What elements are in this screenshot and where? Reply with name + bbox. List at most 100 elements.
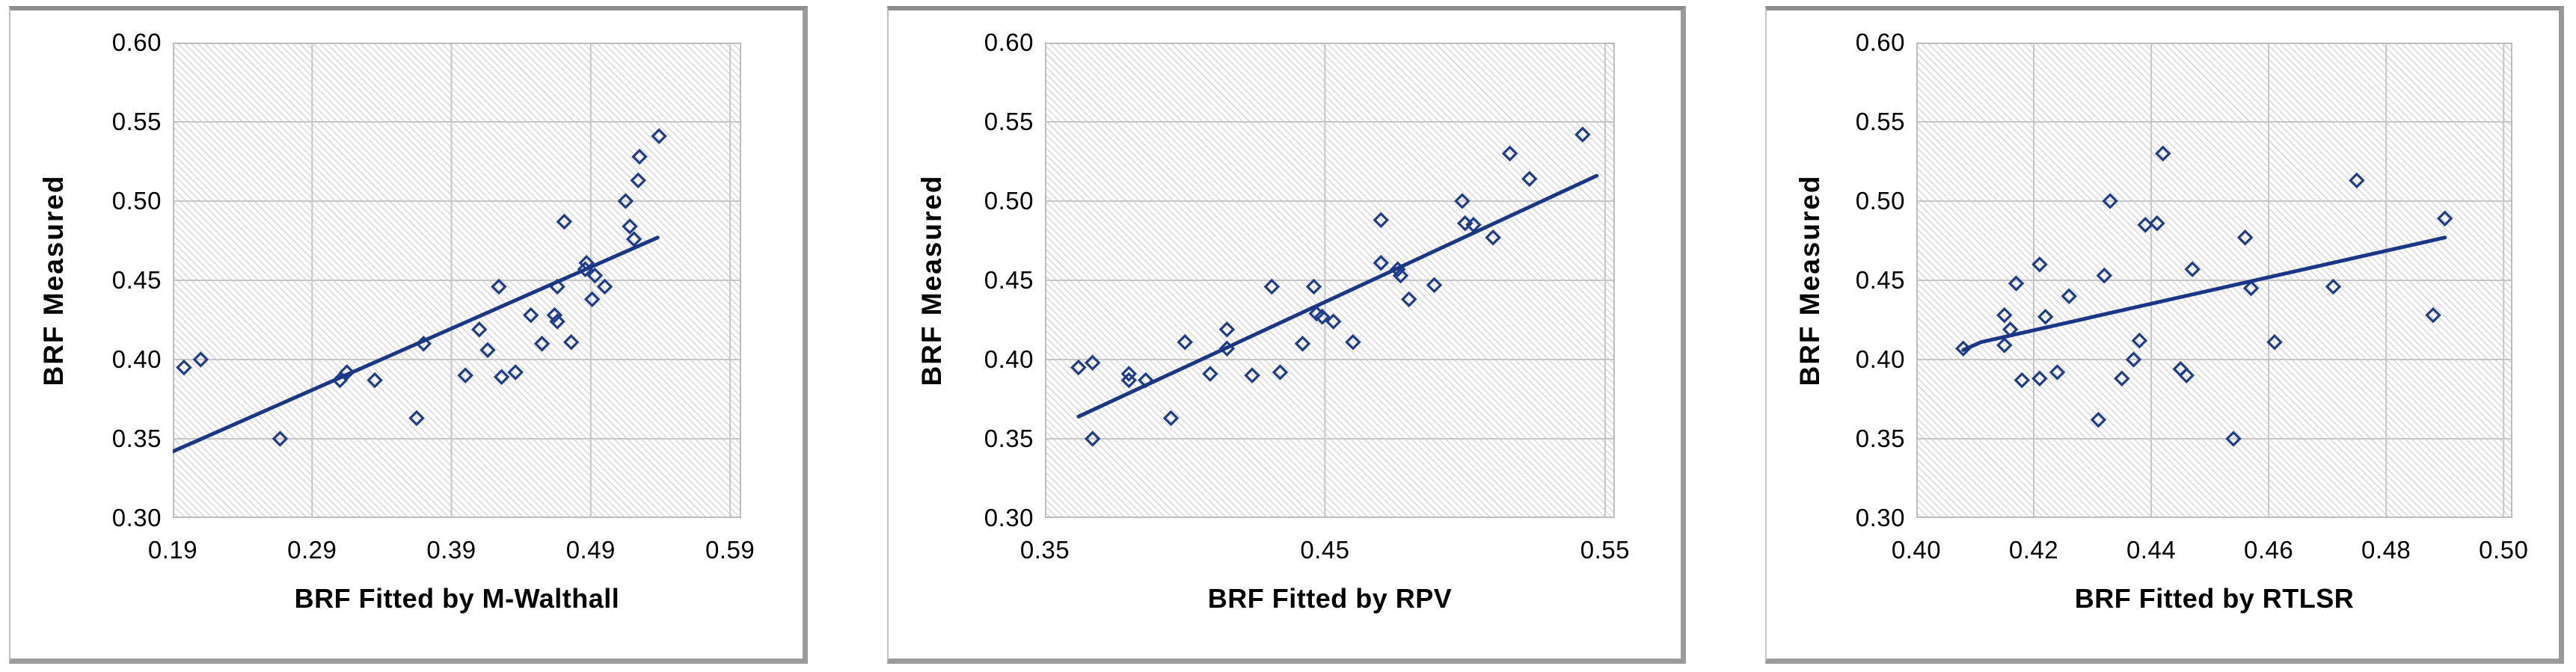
data-point-marker [1294, 336, 1311, 352]
data-point-marker [2325, 278, 2342, 295]
x-axis-title: BRF Fitted by RTLSR [2074, 583, 2355, 614]
data-point-marker [546, 306, 563, 324]
data-point-marker [1263, 278, 1281, 295]
data-point-marker [1084, 431, 1101, 447]
y-tick-label: 0.35 [984, 425, 1034, 452]
data-point-marker [2155, 145, 2171, 162]
x-tick-label: 0.46 [2244, 536, 2294, 564]
data-point-marker [471, 321, 488, 338]
data-point-marker [479, 342, 496, 359]
data-point-marker [367, 372, 383, 389]
data-point-marker [1305, 278, 1322, 295]
data-point-marker [625, 231, 643, 247]
data-point-marker [2037, 309, 2054, 325]
data-point-marker [1070, 359, 1087, 376]
data-point-marker [457, 367, 473, 383]
x-tick-label: 0.19 [147, 536, 198, 564]
scatter-svg [1916, 43, 2512, 518]
gridlines [1045, 43, 1615, 518]
data-point-marker [1485, 229, 1501, 246]
data-point-marker [1325, 313, 1342, 330]
x-tick-label: 0.39 [426, 536, 476, 564]
y-tick-label: 0.40 [1855, 345, 1905, 373]
y-tick-label: 0.55 [1855, 108, 1905, 135]
data-point-marker [1177, 333, 1193, 351]
data-point-marker [2436, 210, 2453, 227]
y-tick-label: 0.45 [984, 266, 1034, 294]
x-tick-label: 0.48 [2361, 536, 2411, 564]
chart-panel-m-walthall: BRF Measured 0.30 0.35 0.40 0.45 0.50 0.55 0.60… [9, 6, 808, 664]
data-point-marker [1501, 145, 1518, 162]
data-point-marker [1218, 321, 1236, 338]
data-point-marker [1313, 309, 1331, 325]
plot-area [1916, 43, 2512, 518]
data-point-marker [1120, 366, 1138, 382]
x-tick-label: 0.59 [705, 536, 755, 564]
data-point-marker [2149, 215, 2165, 232]
data-point-marker [586, 267, 604, 284]
data-point-marker [630, 172, 646, 189]
data-point-marker [408, 410, 425, 427]
data-point-marker [2242, 280, 2260, 297]
data-point-marker [1454, 193, 1471, 209]
y-tick-label: 0.35 [111, 425, 162, 452]
data-point-marker [1426, 277, 1443, 294]
data-point-marker [583, 291, 601, 308]
data-point-marker [617, 193, 634, 209]
data-point-marker [493, 369, 510, 386]
y-tick-label: 0.60 [111, 28, 162, 56]
data-point-marker [339, 364, 355, 380]
data-point-marker [2125, 351, 2142, 368]
y-tick-label: 0.60 [1855, 28, 1905, 56]
data-point-marker [2008, 275, 2025, 292]
data-point-marker [1521, 170, 1538, 188]
data-point-marker [556, 213, 573, 230]
plot-area [1045, 43, 1615, 518]
trend-line [173, 235, 660, 454]
data-point-marker [2131, 332, 2148, 349]
x-tick-label: 0.49 [565, 536, 616, 564]
x-tick-label: 0.50 [2479, 536, 2529, 564]
x-tick-label: 0.55 [1580, 536, 1630, 564]
scatter-svg [1045, 43, 1615, 518]
data-points [1955, 145, 2453, 447]
data-point-marker [2031, 370, 2048, 387]
data-point-marker [272, 431, 289, 447]
data-point-marker [1996, 337, 2013, 354]
data-point-marker [2031, 256, 2048, 273]
data-point-marker [596, 278, 613, 295]
data-point-marker [1244, 367, 1260, 383]
data-point-marker [2114, 370, 2130, 387]
data-point-marker [2049, 364, 2066, 380]
data-point-marker [631, 148, 648, 165]
trend-line [1076, 173, 1599, 419]
data-point-marker [522, 306, 539, 324]
x-tick-label: 0.42 [2008, 536, 2059, 564]
plot-area [173, 43, 741, 518]
data-point-marker [1373, 254, 1390, 271]
data-point-marker [2137, 217, 2153, 233]
data-point-marker [2178, 367, 2195, 383]
data-point-marker [2236, 229, 2254, 246]
data-point-marker [2184, 261, 2201, 277]
y-tick-label: 0.50 [1855, 187, 1905, 215]
x-tick-label: 0.35 [1019, 536, 1070, 564]
data-point-marker [1162, 410, 1180, 427]
data-points [176, 128, 667, 447]
x-axis-title: BRF Fitted by RPV [1207, 583, 1453, 614]
x-tick-label: 0.40 [1891, 536, 1942, 564]
data-point-marker [2090, 411, 2107, 428]
y-tick-label: 0.40 [984, 345, 1034, 373]
data-point-marker [1401, 291, 1417, 308]
y-tick-label: 0.45 [1855, 266, 1905, 294]
data-point-marker [192, 351, 209, 368]
data-point-marker [507, 364, 524, 380]
data-point-marker [2266, 333, 2283, 351]
data-point-marker [1574, 126, 1591, 143]
data-point-marker [1996, 306, 2013, 324]
chart-panel-rtlsr: BRF Measured 0.30 0.35 0.40 0.45 0.50 0.55 0.60… [1765, 6, 2564, 664]
data-points [1070, 126, 1591, 447]
y-tick-label: 0.30 [1855, 504, 1905, 531]
y-tick-label: 0.55 [111, 108, 162, 135]
